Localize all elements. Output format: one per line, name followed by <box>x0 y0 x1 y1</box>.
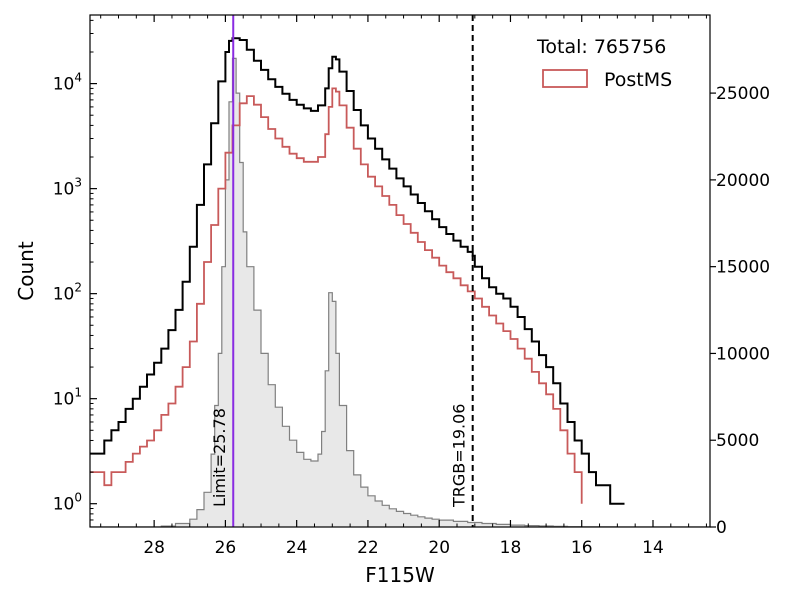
y-right-tick-label: 0 <box>716 518 727 538</box>
y-right-tick-label: 10000 <box>716 344 770 364</box>
y-left-tick-label: 102 <box>53 281 82 305</box>
y-right-tick-label: 15000 <box>716 258 770 278</box>
x-tick-label: 18 <box>500 538 522 558</box>
y-right-tick-label: 20000 <box>716 171 770 191</box>
annotation-label-trgb: TRGB=19.06 <box>450 404 469 508</box>
series-line-linear-histogram <box>90 57 710 527</box>
legend-label-postms: PostMS <box>604 69 672 91</box>
plot-frame <box>89 14 711 528</box>
plot-area: Limit=25.78 TRGB=19.06 <box>90 15 710 527</box>
y-left-tick-label: 104 <box>53 71 82 95</box>
x-tick-label: 14 <box>642 538 664 558</box>
x-tick-label: 16 <box>571 538 593 558</box>
y-right-tick-label: 5000 <box>716 431 759 451</box>
x-tick-label: 20 <box>428 538 450 558</box>
axes: 28 26 24 22 20 18 16 14 100 101 102 103 104 0 5000 1000… <box>53 14 770 558</box>
y-right-tick-label: 25000 <box>716 84 770 104</box>
y-left-tick-label: 101 <box>53 386 82 410</box>
annotation-label-limit: Limit=25.78 <box>210 408 229 507</box>
legend-swatch-postms <box>542 69 588 88</box>
legend-total-text: Total: 765756 <box>536 36 666 58</box>
y-left-tick-label: 103 <box>53 176 82 200</box>
x-tick-label: 22 <box>357 538 379 558</box>
x-tick-label: 24 <box>286 538 308 558</box>
series-line-all <box>90 37 625 505</box>
series-line-postms <box>90 87 583 504</box>
legend: Total: 765756 PostMS <box>536 36 672 91</box>
y-left-tick-label: 100 <box>53 491 82 515</box>
x-axis-label: F115W <box>365 563 435 587</box>
x-tick-label: 28 <box>143 538 165 558</box>
y-axis-label: Count <box>14 241 38 301</box>
x-tick-label: 26 <box>215 538 237 558</box>
series-fill-linear-histogram <box>90 58 710 527</box>
